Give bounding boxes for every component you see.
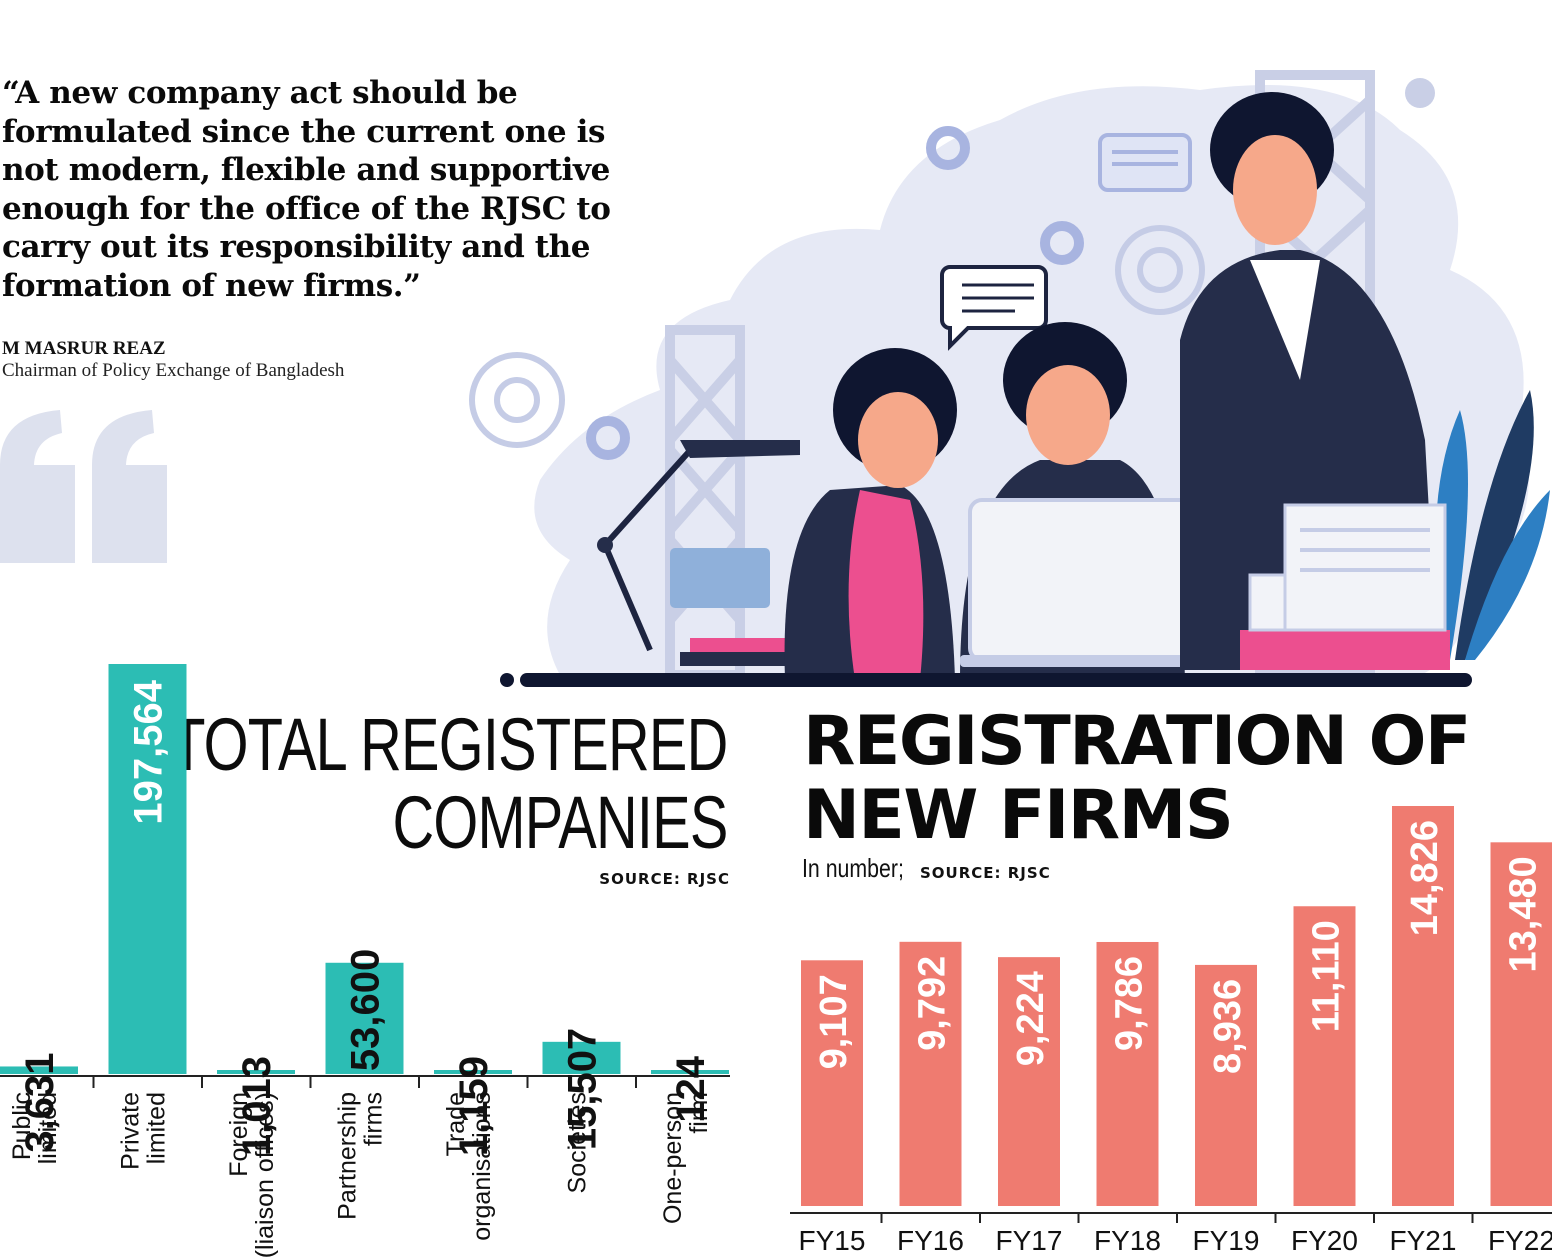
bar-value-label: 1,159: [452, 1056, 496, 1156]
bar: [1490, 842, 1552, 1206]
pull-quote: “A new company act should be formulated …: [2, 74, 662, 305]
bar: [1392, 806, 1454, 1206]
bar-value-label: 3,631: [18, 1052, 62, 1152]
bar: [542, 1041, 621, 1074]
category-label: FY21: [1390, 1225, 1457, 1256]
bar-value-label: 1,013: [235, 1056, 279, 1156]
gear-icon: [586, 416, 630, 460]
chart2-title: REGISTRATION OF NEW FIRMS: [803, 702, 1471, 855]
bar-value-label: 9,224: [1010, 971, 1052, 1066]
chart2-title-line: REGISTRATION OF: [803, 702, 1471, 781]
bar: [1195, 964, 1257, 1206]
bar: [325, 962, 404, 1074]
gear-icon: [469, 352, 565, 448]
bar-value-label: 14,826: [1404, 820, 1446, 936]
bar-value-label: 124: [669, 1055, 713, 1122]
bar-value-label: 197,564: [127, 679, 171, 824]
category-label: limited: [34, 1092, 62, 1164]
chart2-title-line: NEW FIRMS: [803, 776, 1234, 855]
bar: [434, 1070, 512, 1074]
chart1-title: TOTAL REGISTERED COMPANIES: [170, 703, 729, 864]
bar-value-label: 11,110: [1306, 920, 1348, 1032]
bar-value-label: 53,600: [344, 949, 388, 1071]
bar: [899, 941, 962, 1206]
category-label: firms: [360, 1092, 388, 1146]
quote-line: “A new company act should be: [2, 75, 518, 111]
category-label: FY20: [1291, 1225, 1358, 1256]
bar: [217, 1070, 295, 1074]
bar-value-label: 9,792: [912, 956, 954, 1051]
category-label: FY18: [1094, 1225, 1161, 1256]
office-team-illustration: [469, 70, 1550, 687]
bar-value-label: 9,786: [1109, 956, 1151, 1051]
quote-author: M MASRUR REAZ: [2, 338, 166, 359]
bar-value-label: 9,107: [813, 974, 855, 1069]
bar: [1096, 941, 1159, 1206]
woman-illustration: [784, 348, 957, 680]
quote-line: enough for the office of the RJSC to: [2, 190, 611, 227]
category-label: (liaison offices): [251, 1092, 279, 1258]
category-label: limited: [143, 1092, 171, 1164]
laptop-illustration: [960, 498, 1215, 667]
category-label: organisations: [468, 1092, 496, 1241]
desk-lamp-illustration: [602, 442, 698, 652]
paper-stack-illustration: [1240, 503, 1450, 670]
category-label: FY17: [996, 1225, 1063, 1256]
category-label: Partnership: [334, 1092, 362, 1220]
category-label: One-person: [659, 1092, 687, 1224]
bar-value-label: 8,936: [1207, 979, 1249, 1074]
bar: [108, 664, 187, 1074]
quote-line: formulated since the current one is: [2, 113, 606, 150]
category-label: Public: [8, 1092, 36, 1160]
category-label: Private: [117, 1092, 145, 1170]
chart1-source: SOURCE: RJSC: [599, 870, 730, 888]
category-label: Societies: [564, 1092, 592, 1193]
category-label: FY19: [1193, 1225, 1260, 1256]
bar: [651, 1070, 729, 1074]
chat-bubble-icon: [940, 265, 1048, 351]
category-label: FY16: [897, 1225, 964, 1256]
category-label: FY15: [799, 1225, 866, 1256]
quotation-mark-icon: [0, 410, 167, 563]
quote-line: carry out its responsibility and the: [2, 229, 591, 265]
chart1-title-line: TOTAL REGISTERED: [170, 703, 729, 786]
category-label: FY22: [1488, 1225, 1552, 1256]
bar: [1293, 906, 1356, 1206]
bar: [998, 957, 1060, 1206]
chart2-source: SOURCE: RJSC: [920, 864, 1051, 882]
quote-line: not modern, flexible and supportive: [2, 152, 610, 188]
category-label: firm: [685, 1092, 713, 1134]
bar-value-label: 15,507: [561, 1028, 605, 1150]
quote-line: formation of new firms.”: [2, 267, 421, 304]
gear-icon: [1115, 225, 1205, 315]
chart1-title-line: COMPANIES: [392, 781, 729, 864]
bar: [0, 1066, 78, 1074]
gear-icon: [926, 126, 970, 170]
chart2-unit: In number;: [802, 853, 904, 883]
registration-of-new-firms-chart: 9,107 FY15 9,792 FY16 9,224 FY17 9,786 FY18 8,93…: [790, 806, 1552, 1256]
bar: [801, 960, 863, 1206]
gear-icon: [1040, 221, 1084, 265]
category-label: Trade: [442, 1092, 470, 1156]
quote-author-role: Chairman of Policy Exchange of Banglades…: [2, 360, 345, 381]
category-label: Foreign: [225, 1092, 253, 1177]
bar-value-label: 13,480: [1503, 856, 1545, 972]
chat-bubble-icon: [1098, 133, 1192, 192]
